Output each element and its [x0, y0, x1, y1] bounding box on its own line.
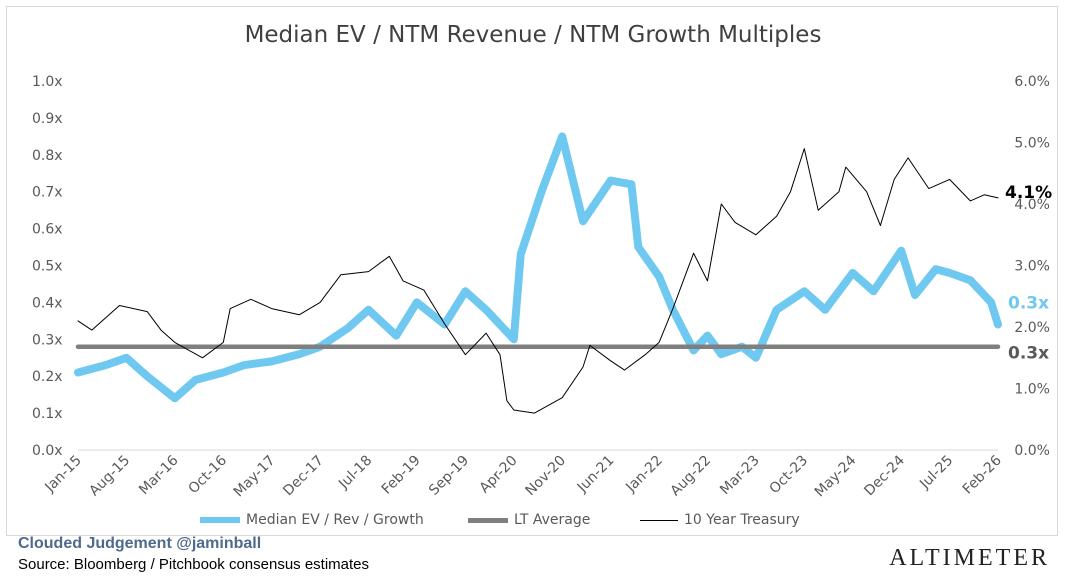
x-tick-label: Feb-19	[379, 453, 424, 498]
brand-logo: ALTIMETER	[889, 545, 1050, 571]
x-tick-label: Mar-23	[717, 453, 763, 499]
y-left-tick-label: 0.2x	[32, 369, 63, 385]
x-tick-label: May-17	[231, 453, 279, 501]
chart-legend: Median EV / Rev / Growth LT Average 10 Y…	[0, 512, 1066, 532]
y-right-tick-label: 1.0%	[1014, 382, 1050, 398]
x-tick-label: May-24	[812, 452, 860, 500]
x-tick-label: Feb-26	[960, 452, 1005, 497]
x-tick-label: Nov-20	[522, 453, 569, 500]
y-left-tick-label: 0.5x	[32, 259, 63, 275]
legend-item-median: Median EV / Rev / Growth	[200, 512, 424, 528]
x-tick-label: Apr-20	[477, 453, 521, 497]
chart-frame	[6, 6, 1058, 536]
x-tick-label: Jan-15	[41, 453, 84, 496]
legend-label-treasury: 10 Year Treasury	[684, 512, 800, 528]
y-right-tick-label: 0.0%	[1014, 443, 1050, 459]
y-left-tick-label: 0.1x	[32, 406, 63, 422]
x-tick-label: Mar-16	[136, 452, 182, 498]
x-tick-label: Sep-19	[426, 453, 472, 499]
footer-handle: Clouded Judgement @jaminball	[18, 535, 262, 552]
x-tick-label: Dec-17	[280, 453, 327, 500]
y-left-tick-label: 0.3x	[32, 332, 63, 348]
y-right-tick-label: 2.0%	[1014, 320, 1050, 336]
y-right-tick-label: 6.0%	[1014, 74, 1050, 90]
x-tick-label: Dec-24	[861, 452, 908, 499]
series-line-10-year-treasury	[77, 148, 999, 414]
x-tick-label: Jun-21	[574, 453, 618, 497]
chart-title: Median EV / NTM Revenue / NTM Growth Mul…	[244, 22, 822, 48]
y-right-tick-label: 4.0%	[1014, 197, 1050, 213]
legend-label-average: LT Average	[514, 512, 591, 528]
footer-source: Source: Bloomberg / Pitchbook consensus …	[18, 556, 370, 573]
x-tick-label: Jul-18	[335, 453, 375, 493]
end-label-median: 0.3x	[1008, 294, 1049, 314]
legend-item-average: LT Average	[468, 512, 590, 528]
y-left-tick-label: 0.8x	[32, 148, 63, 164]
y-left-tick-label: 0.6x	[32, 222, 63, 238]
legend-swatch-treasury	[640, 519, 678, 521]
y-right-tick-label: 3.0%	[1014, 259, 1050, 275]
y-left-tick-label: 0.9x	[32, 111, 63, 127]
series-line-median-ev-rev-growth	[74, 132, 1002, 403]
x-tick-label: Jan-22	[622, 453, 665, 496]
legend-item-treasury: 10 Year Treasury	[640, 512, 800, 528]
x-tick-label: Oct-23	[767, 453, 812, 498]
y-left-tick-label: 0.4x	[32, 295, 63, 311]
y-left-tick-label: 0.0x	[32, 443, 63, 459]
y-left-tick-label: 0.7x	[32, 185, 63, 201]
x-tick-label: Aug-22	[667, 453, 714, 500]
legend-swatch-median	[200, 517, 240, 523]
legend-label-median: Median EV / Rev / Growth	[246, 512, 424, 528]
legend-swatch-average	[468, 517, 508, 523]
end-label-average: 0.3x	[1008, 344, 1049, 364]
y-left-tick-label: 1.0x	[32, 74, 63, 90]
x-tick-label: Jul-25	[916, 453, 956, 493]
x-tick-label: Aug-15	[86, 453, 133, 500]
x-tick-label: Oct-16	[185, 452, 230, 497]
end-label-treasury: 4.1%	[1005, 183, 1052, 203]
y-right-tick-label: 5.0%	[1014, 136, 1050, 152]
